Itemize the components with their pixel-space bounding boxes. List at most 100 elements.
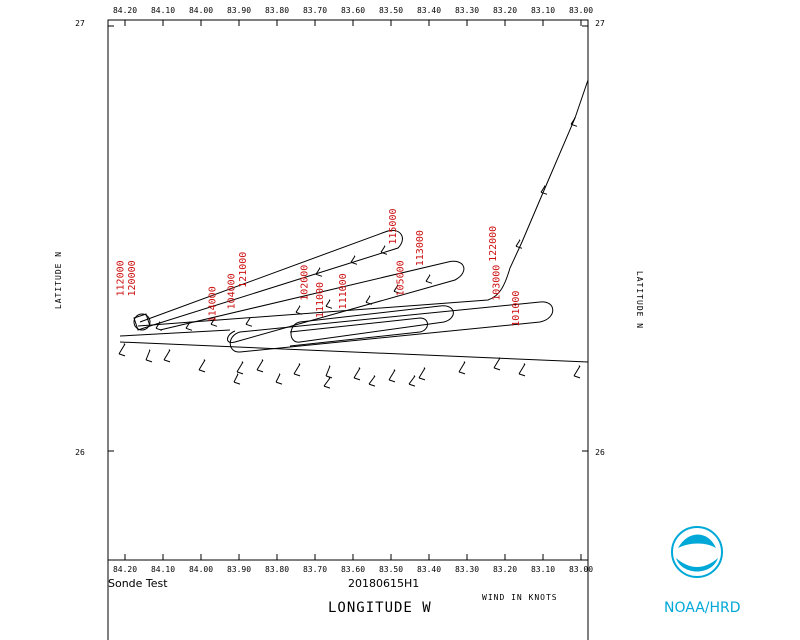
wind-barb-staff xyxy=(418,367,426,379)
wind-barb-staff xyxy=(325,299,331,307)
lon-label-bottom: 83.20 xyxy=(493,565,517,574)
side-ticks xyxy=(108,25,588,452)
wind-barb-feather xyxy=(350,261,358,265)
lon-label-bottom: 83.30 xyxy=(455,565,479,574)
wind-barb-feather xyxy=(325,305,333,309)
wind-barb-feather xyxy=(388,379,396,383)
y-axis-title-left: LATITUDE N xyxy=(54,251,63,309)
wind-barb-staff xyxy=(275,373,281,383)
wind-barb-staff xyxy=(365,295,371,303)
wind-barb-staff xyxy=(353,367,361,379)
wind-barb-staff xyxy=(323,377,331,387)
wind-barb-feather xyxy=(458,371,466,375)
wind-barb-feather xyxy=(540,191,548,195)
wind-barb-staff xyxy=(155,321,161,329)
lon-label-bottom: 83.40 xyxy=(417,565,441,574)
wind-barb-staff xyxy=(350,255,356,263)
wind-barb-feather xyxy=(570,123,578,127)
wind-barb-staff xyxy=(295,305,301,313)
noaa-bird-icon xyxy=(678,534,716,548)
flight-track xyxy=(119,79,589,363)
wind-barb-staff xyxy=(315,267,321,275)
lon-label-top: 83.80 xyxy=(265,6,289,15)
wind-barb-staff xyxy=(493,357,501,369)
wind-barb-staff xyxy=(393,284,399,292)
wind-barb-feather xyxy=(380,251,388,255)
lon-label-top: 83.70 xyxy=(303,6,327,15)
wind-barb-feather xyxy=(323,385,331,389)
wind-barb-staff xyxy=(458,361,466,373)
wind-barb-staff xyxy=(368,375,376,385)
plot-frame xyxy=(107,19,589,561)
wind-barb-staff xyxy=(425,274,431,282)
lat-label-left-27: 27 xyxy=(75,19,85,28)
wind-barb-feather xyxy=(295,311,303,315)
caption-center: 20180615H1 xyxy=(348,577,419,590)
lon-label-bottom: 84.20 xyxy=(113,565,137,574)
wind-barb-feather xyxy=(518,373,526,377)
wind-units-note: WIND IN KNOTS xyxy=(482,593,558,602)
track-loop-105000 xyxy=(290,305,454,343)
track-circle-inner xyxy=(133,313,151,331)
lon-label-top: 83.40 xyxy=(417,6,441,15)
wind-barb-staff xyxy=(540,185,546,193)
time-label: 105000 xyxy=(396,260,407,296)
wind-barbs xyxy=(118,117,581,389)
wind-barb-feather xyxy=(118,353,126,357)
wind-barb-staff xyxy=(236,361,244,373)
wind-barb-staff xyxy=(380,245,386,253)
wind-barb-staff xyxy=(388,369,396,381)
wind-barb-feather xyxy=(418,377,426,381)
wind-barb-staff xyxy=(256,359,264,371)
wind-barb-staff xyxy=(198,359,206,371)
lon-label-top: 83.00 xyxy=(569,6,593,15)
wind-barb-staff xyxy=(325,365,331,377)
lat-label-right-26: 26 xyxy=(595,448,605,457)
lon-label-bottom: 83.70 xyxy=(303,565,327,574)
wind-barb-staff xyxy=(573,365,581,377)
wind-barb-feather xyxy=(233,381,241,385)
top-ticks xyxy=(124,20,582,26)
noaa-logo: NOAA xyxy=(671,526,723,578)
track-leg-west xyxy=(119,329,231,337)
lon-label-bottom: 83.50 xyxy=(379,565,403,574)
wind-barb-staff xyxy=(515,239,521,247)
wind-barb-staff xyxy=(245,317,251,325)
track-circle-west xyxy=(133,313,151,331)
lon-label-top: 84.20 xyxy=(113,6,137,15)
time-label: 121000 xyxy=(238,252,249,288)
wind-barb-staff xyxy=(518,363,526,375)
time-label: 115000 xyxy=(388,209,399,245)
y-axis-title-right: LATITUDE N xyxy=(635,271,644,329)
bottom-ticks xyxy=(124,554,582,560)
wind-barb-feather xyxy=(245,323,253,327)
wind-barb-staff xyxy=(293,363,301,375)
lon-label-top: 84.10 xyxy=(151,6,175,15)
wind-barb-feather xyxy=(293,373,301,377)
lat-label-right-27: 27 xyxy=(595,19,605,28)
x-axis-title: LONGITUDE W xyxy=(328,600,432,616)
top-lon-labels: 84.20 84.10 84.00 83.90 83.80 83.70 83.6… xyxy=(113,6,593,15)
wind-barb-feather xyxy=(393,290,401,294)
track-loop-103000 xyxy=(229,301,554,353)
time-label: 104000 xyxy=(227,273,238,309)
wind-barb-feather xyxy=(163,359,171,363)
bottom-lon-labels: 84.20 84.10 84.00 83.90 83.80 83.70 83.6… xyxy=(113,565,593,574)
lon-label-bottom: 84.10 xyxy=(151,565,175,574)
lon-label-top: 83.60 xyxy=(341,6,365,15)
lon-label-top: 83.50 xyxy=(379,6,403,15)
time-label: 111000 xyxy=(315,282,326,318)
time-label: 122000 xyxy=(488,226,499,262)
wind-barb-feather xyxy=(365,301,373,305)
wind-barb-feather xyxy=(368,383,376,387)
time-label: 111000 xyxy=(338,273,349,309)
wind-barb-staff xyxy=(163,349,171,361)
wind-barb-staff xyxy=(118,343,126,355)
lon-label-top: 83.20 xyxy=(493,6,517,15)
wind-barb-feather xyxy=(515,245,523,249)
wind-barb-staff xyxy=(233,373,239,383)
lat-label-left-26: 26 xyxy=(75,448,85,457)
wind-barb-feather xyxy=(425,280,433,284)
lon-label-top: 84.00 xyxy=(189,6,213,15)
